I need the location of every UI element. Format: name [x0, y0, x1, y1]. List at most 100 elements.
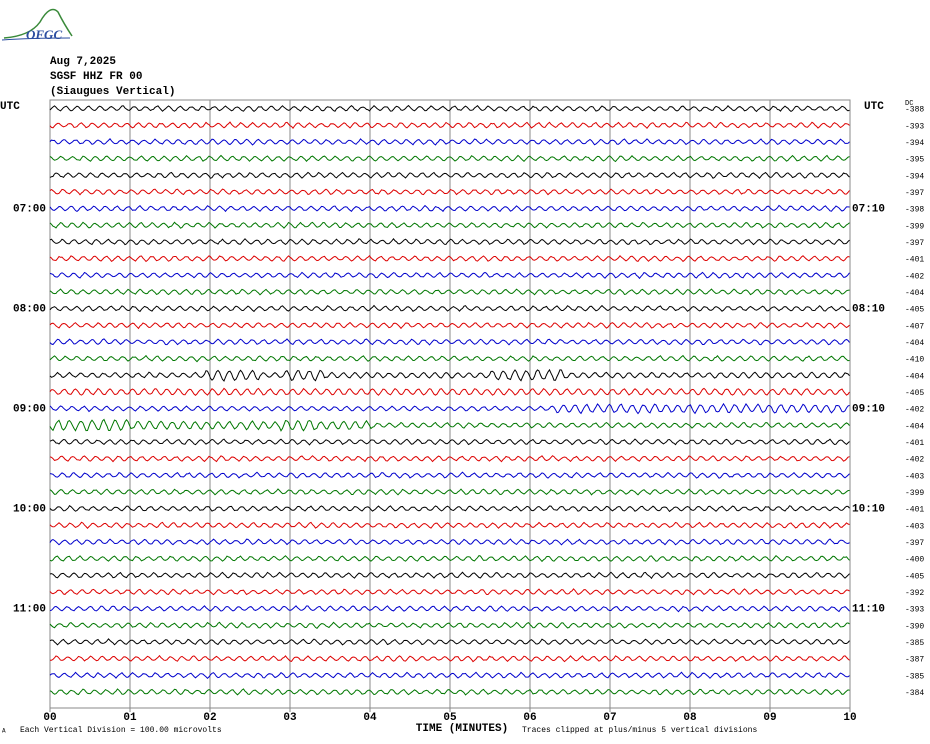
- hour-label: 11:10: [852, 604, 885, 616]
- dc-value: -390: [905, 622, 924, 631]
- x-tick-label: 04: [363, 712, 377, 724]
- dc-value: -394: [905, 139, 924, 148]
- dc-value: -392: [905, 589, 924, 598]
- dc-value: -404: [905, 422, 924, 431]
- scale-note: Each Vertical Division = 100.00 microvol…: [20, 726, 222, 735]
- x-tick-label: 01: [123, 712, 137, 724]
- hour-label: 08:10: [852, 303, 885, 315]
- trace: [49, 237, 850, 246]
- trace: [49, 688, 850, 696]
- hour-label: 08:00: [13, 303, 46, 315]
- dc-value: -395: [905, 156, 924, 165]
- trace: [49, 654, 850, 663]
- dc-value: -405: [905, 306, 924, 315]
- x-tick-label: 02: [203, 712, 216, 724]
- trace: [49, 671, 850, 679]
- trace: [49, 471, 850, 479]
- dc-value: -388: [905, 106, 924, 115]
- trace: [49, 368, 850, 382]
- trace: [49, 521, 850, 529]
- hour-label: 10:10: [852, 503, 885, 515]
- x-tick-label: 09: [763, 712, 776, 724]
- utc-left: UTC: [0, 101, 20, 113]
- trace: [49, 171, 850, 179]
- dc-value: -397: [905, 189, 924, 198]
- trace: [49, 621, 850, 629]
- trace: [49, 402, 850, 415]
- x-tick-label: 07: [603, 712, 616, 724]
- trace: [49, 338, 850, 346]
- dc-title: DC: [905, 100, 913, 108]
- dc-value: -403: [905, 522, 924, 531]
- trace: [49, 588, 850, 596]
- date: Aug 7,2025: [50, 56, 116, 68]
- dc-value: -384: [905, 689, 924, 698]
- hour-label: 10:00: [13, 503, 46, 515]
- dc-value: -398: [905, 206, 924, 215]
- x-tick-label: 06: [523, 712, 536, 724]
- dc-value: -385: [905, 639, 924, 648]
- dc-value: -397: [905, 239, 924, 248]
- dc-value: -399: [905, 222, 924, 231]
- trace: [49, 188, 850, 196]
- location: (Siaugues Vertical): [50, 86, 175, 98]
- trace: [49, 504, 850, 513]
- dc-value: -400: [905, 556, 924, 565]
- dc-value: -407: [905, 322, 924, 331]
- dc-value: -402: [905, 272, 924, 281]
- footer-mark: A: [2, 728, 6, 735]
- hour-label: 07:10: [852, 203, 885, 215]
- dc-value: -393: [905, 606, 924, 615]
- utc-right: UTC: [864, 101, 884, 113]
- trace: [49, 255, 850, 263]
- x-title: TIME (MINUTES): [416, 723, 508, 735]
- dc-value: -404: [905, 289, 924, 298]
- x-tick-label: 08: [683, 712, 697, 724]
- trace: [49, 204, 850, 213]
- dc-value: -403: [905, 472, 924, 481]
- trace: [49, 638, 850, 646]
- dc-value: -404: [905, 372, 924, 381]
- dc-value: -405: [905, 389, 924, 398]
- dc-value: -405: [905, 572, 924, 581]
- trace: [49, 354, 850, 363]
- trace: [49, 304, 850, 313]
- dc-value: -402: [905, 456, 924, 465]
- logo-text: OFGC: [26, 27, 62, 42]
- dc-value: -410: [905, 356, 924, 365]
- hour-label: 07:00: [13, 203, 46, 215]
- trace: [49, 605, 850, 613]
- trace: [49, 104, 850, 113]
- trace: [49, 221, 850, 229]
- trace: [49, 488, 850, 496]
- dc-value: -393: [905, 122, 924, 131]
- trace: [49, 571, 850, 580]
- x-tick-label: 05: [443, 712, 457, 724]
- station: SGSF HHZ FR 00: [50, 71, 142, 83]
- trace: [49, 271, 850, 280]
- x-tick-label: 00: [43, 712, 56, 724]
- trace: [49, 438, 850, 446]
- dc-value: -385: [905, 672, 924, 681]
- trace: [49, 538, 850, 546]
- trace: [49, 121, 850, 130]
- dc-value: -399: [905, 489, 924, 498]
- dc-value: -402: [905, 406, 924, 415]
- logo: OFGC: [1, 8, 73, 42]
- trace: [49, 455, 850, 463]
- trace: [49, 138, 850, 146]
- trace: [49, 555, 850, 563]
- trace: [49, 387, 850, 396]
- hour-label: 11:00: [13, 604, 46, 616]
- dc-value: -387: [905, 656, 924, 665]
- dc-value: -394: [905, 172, 924, 181]
- trace: [49, 154, 850, 163]
- x-tick-label: 03: [283, 712, 297, 724]
- trace: [49, 418, 850, 432]
- hour-label: 09:10: [852, 403, 885, 415]
- x-tick-label: 10: [843, 712, 856, 724]
- hour-label: 09:00: [13, 403, 46, 415]
- dc-value: -404: [905, 339, 924, 348]
- trace: [49, 288, 850, 296]
